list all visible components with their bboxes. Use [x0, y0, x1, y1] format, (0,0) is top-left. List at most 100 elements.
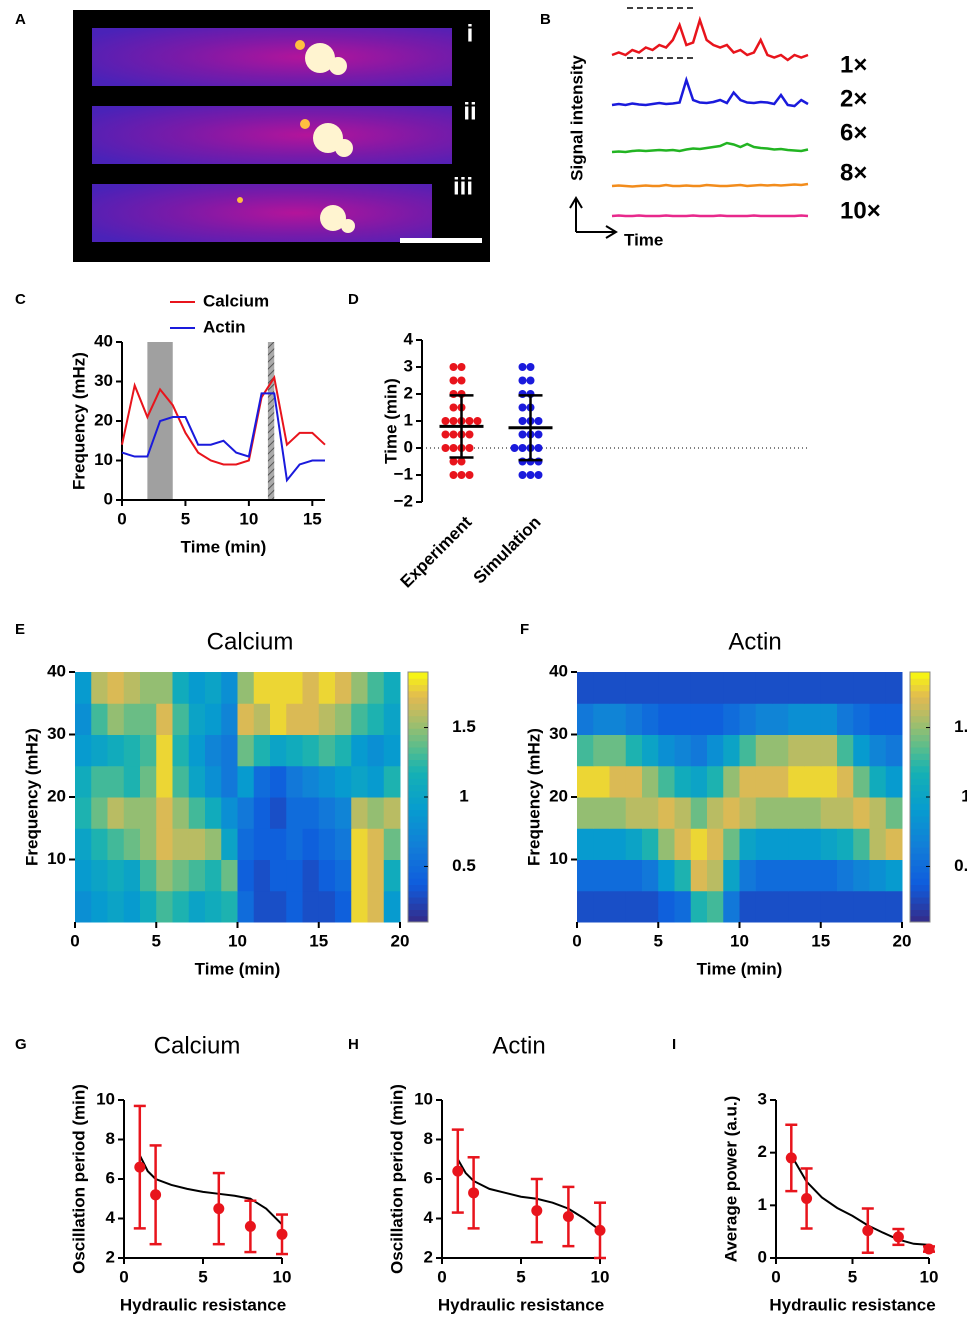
- data-point: [534, 430, 543, 439]
- heatmap-cell: [577, 672, 594, 704]
- heatmap-cell: [804, 672, 822, 704]
- heatmap-cell: [739, 734, 757, 767]
- heatmap-cell: [788, 703, 805, 735]
- colorbar-segment: [910, 703, 930, 710]
- data-point: [465, 417, 474, 425]
- heatmap-cell: [172, 734, 190, 767]
- heatmap-cell: [286, 890, 303, 923]
- heatmap-cell: [869, 734, 887, 767]
- x-tick-label: 5: [654, 931, 663, 950]
- heatmap-cell: [270, 703, 287, 735]
- heatmap-cell: [91, 890, 108, 923]
- colorbar-segment: [408, 859, 428, 867]
- heatmap-cell: [804, 828, 822, 860]
- colorbar-segment: [408, 828, 428, 835]
- heatmap-cell: [837, 859, 854, 892]
- data-point: [449, 430, 458, 439]
- colorbar-segment: [910, 765, 930, 773]
- heatmap-cell: [885, 672, 903, 704]
- strip-label: iii: [453, 173, 473, 200]
- heatmap-cell: [270, 859, 287, 892]
- x-axis-label: Hydraulic resistance: [438, 1295, 604, 1314]
- y-tick-label: 10: [549, 849, 568, 868]
- heatmap-cell: [253, 859, 271, 892]
- heatmap-cell: [270, 734, 287, 767]
- heatmap-cell: [739, 890, 757, 923]
- heatmap-cell: [302, 828, 320, 860]
- y-tick-label: 40: [47, 661, 66, 680]
- y-tick-label: 8: [424, 1129, 433, 1148]
- axis-arrow: [569, 196, 618, 239]
- colorbar-segment: [910, 909, 930, 917]
- heatmap-cell: [658, 797, 675, 829]
- heatmap-cell: [156, 890, 173, 923]
- strip-label: ii: [463, 98, 476, 125]
- heatmap-cell: [351, 703, 368, 735]
- heatmap-cell: [674, 734, 692, 767]
- colorbar-segment: [910, 915, 930, 923]
- heatmap-cell: [755, 797, 773, 829]
- data-point: [449, 390, 458, 398]
- heatmap-cell: [140, 765, 157, 798]
- y-tick-label: −2: [394, 491, 413, 510]
- heatmap-cell: [156, 797, 173, 829]
- y-tick-label: 6: [424, 1168, 433, 1187]
- data-point: [134, 1161, 146, 1173]
- trace: [611, 214, 809, 218]
- trace-label: 1×: [840, 51, 867, 78]
- colorbar-segment: [408, 672, 428, 679]
- colorbar-segment: [408, 790, 428, 798]
- y-axis-label: Time (min): [381, 378, 400, 464]
- heatmap-cell: [221, 765, 238, 798]
- heatmap-cell: [804, 765, 822, 798]
- heatmap-cell: [107, 828, 125, 860]
- heatmap-cell: [674, 859, 692, 892]
- heatmap-cell: [755, 703, 773, 735]
- colorbar-segment: [910, 678, 930, 685]
- heatmap-cell: [853, 797, 870, 829]
- heatmap-cell: [869, 890, 887, 923]
- shaded-region: [267, 342, 275, 500]
- data-point: [510, 444, 519, 452]
- heatmap-cell: [885, 797, 903, 829]
- heatmap-cell: [642, 828, 659, 860]
- colorbar-segment: [408, 765, 428, 773]
- colorbar-segment: [910, 847, 930, 854]
- heatmap-cell: [286, 703, 303, 735]
- data-point: [518, 376, 527, 385]
- heatmap-cell: [853, 703, 870, 735]
- colorbar-segment: [408, 865, 428, 873]
- data-point: [150, 1189, 162, 1201]
- colorbar-segment: [910, 803, 930, 810]
- colorbar-segment: [910, 809, 930, 817]
- data-point: [534, 457, 543, 466]
- heatmap-cell: [205, 797, 222, 829]
- heatmap-cell: [318, 672, 336, 704]
- y-tick-label: 20: [549, 786, 568, 805]
- colorbar-segment: [910, 853, 930, 860]
- heatmap-cell: [625, 890, 643, 923]
- colorbar-segment: [408, 690, 428, 698]
- heatmap-cell: [690, 890, 708, 923]
- x-tick-label: 15: [309, 931, 328, 950]
- colorbar-segment: [408, 697, 428, 704]
- colorbar-segment: [408, 847, 428, 854]
- colorbar-segment: [910, 772, 930, 779]
- colorbar-tick-label: 1.5: [954, 717, 967, 736]
- heatmap-cell: [804, 797, 822, 829]
- heatmap-cell: [140, 890, 157, 923]
- heatmap-cell: [577, 765, 594, 798]
- category-label: Experiment: [397, 512, 476, 591]
- y-axis-label: Frequency (mHz): [69, 352, 88, 490]
- y-axis-label: Average power (a.u.): [721, 1096, 740, 1263]
- heatmap-cell: [107, 797, 125, 829]
- data-point: [441, 430, 450, 439]
- x-axis-label: Hydraulic resistance: [769, 1295, 935, 1314]
- heatmap-cell: [91, 859, 108, 892]
- x-tick-label: 0: [119, 1267, 128, 1286]
- colorbar-segment: [910, 884, 930, 892]
- heatmap-cell: [140, 734, 157, 767]
- heatmap-cell: [788, 672, 805, 704]
- heatmap-cell: [318, 703, 336, 735]
- heatmap-cell: [593, 828, 610, 860]
